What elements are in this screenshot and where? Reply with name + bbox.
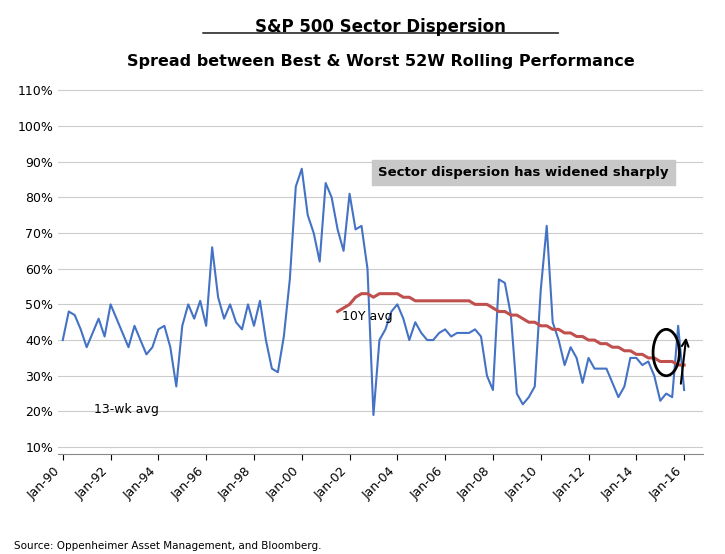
Text: S&P 500 Sector Dispersion: S&P 500 Sector Dispersion — [255, 18, 506, 36]
Text: 13-wk avg: 13-wk avg — [94, 403, 159, 416]
Text: Source: Oppenheimer Asset Management, and Bloomberg.: Source: Oppenheimer Asset Management, an… — [14, 541, 322, 551]
Text: 10Y avg: 10Y avg — [342, 310, 393, 324]
Text: Sector dispersion has widened sharply: Sector dispersion has widened sharply — [378, 166, 668, 179]
Text: Spread between Best & Worst 52W Rolling Performance: Spread between Best & Worst 52W Rolling … — [127, 54, 634, 69]
